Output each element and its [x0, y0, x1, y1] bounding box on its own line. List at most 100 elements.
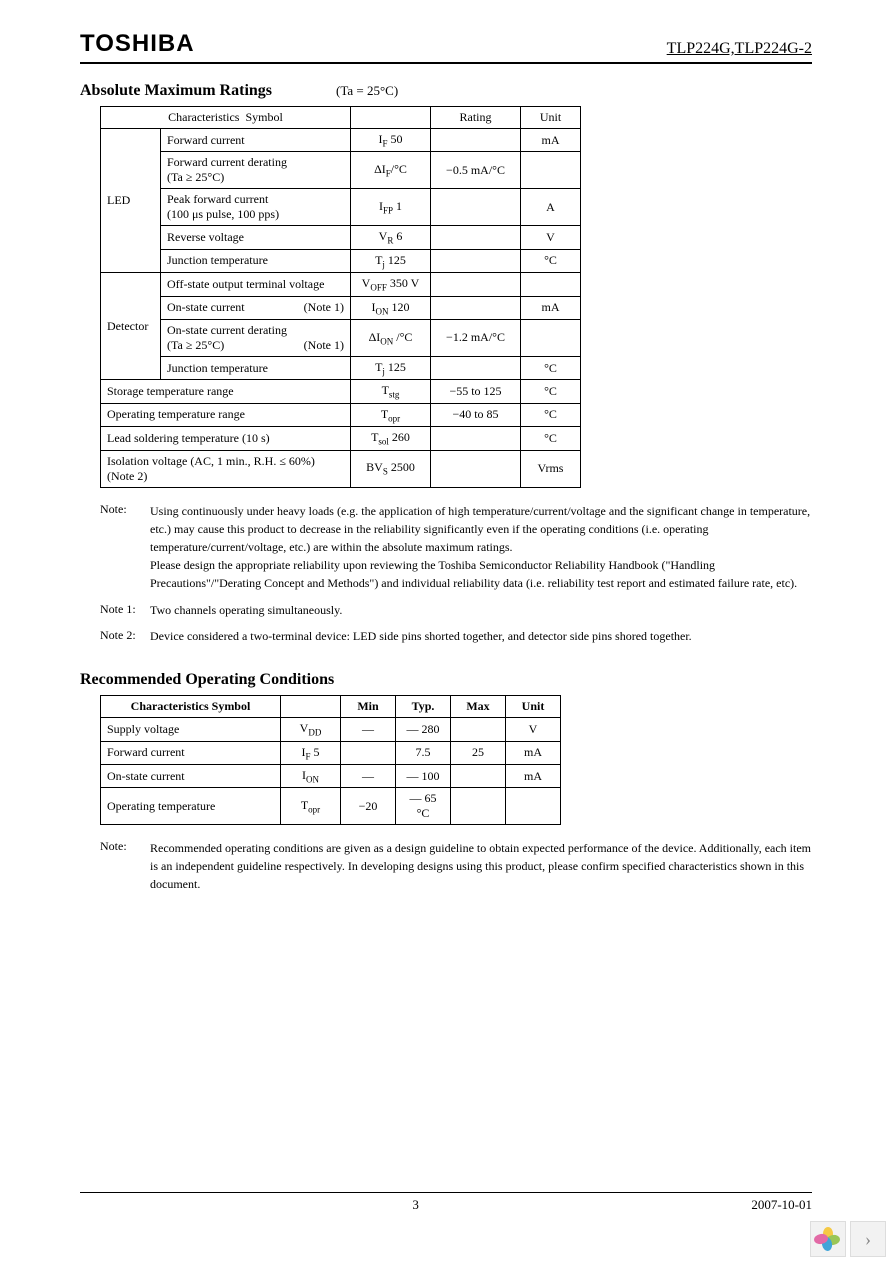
- typ: 7.5: [396, 741, 451, 764]
- part-number: TLP224G,TLP224G-2: [667, 40, 812, 58]
- chevron-right-icon: ›: [865, 1229, 871, 1250]
- sym: ΔIF/°C: [351, 152, 431, 189]
- sym: IF 5: [281, 741, 341, 764]
- note-1-body: Two channels operating simultaneously.: [150, 602, 812, 619]
- roc-head-max: Max: [451, 696, 506, 718]
- rating: −0.5 mA/°C: [431, 152, 521, 189]
- char: Lead soldering temperature (10 s): [101, 427, 351, 450]
- row-det-dion: On-state current derating (Ta ≥ 25°C) (N…: [101, 319, 581, 356]
- typ: ― 100: [396, 764, 451, 787]
- unit: mA: [506, 764, 561, 787]
- typ: ― 65 °C: [396, 788, 451, 825]
- rating: −1.2 mA/°C: [431, 319, 521, 356]
- rating: [431, 273, 521, 296]
- amr-head-symcol: [351, 107, 431, 129]
- min: ―: [341, 718, 396, 741]
- sym: IFP 1: [351, 189, 431, 226]
- sym: IF 50: [351, 129, 431, 152]
- char: Junction temperature: [161, 249, 351, 272]
- amr-title-text: Absolute Maximum Ratings: [80, 82, 272, 99]
- sym: Tj 125: [351, 249, 431, 272]
- rating: [431, 427, 521, 450]
- unit: °C: [521, 249, 581, 272]
- amr-head-row: Characteristics Symbol Rating Unit: [101, 107, 581, 129]
- rating: [431, 226, 521, 249]
- char: On-state current derating (Ta ≥ 25°C) (N…: [161, 319, 351, 356]
- row-bvs: Isolation voltage (AC, 1 min., R.H. ≤ 60…: [101, 450, 581, 487]
- row-led-ifp: Peak forward current (100 μs pulse, 100 …: [101, 189, 581, 226]
- roc-head-min: Min: [341, 696, 396, 718]
- char: Operating temperature range: [101, 403, 351, 426]
- corner-logo-icon[interactable]: [810, 1221, 846, 1257]
- char: Forward current: [101, 741, 281, 764]
- row-led-vr: Reverse voltage VR 6 V: [101, 226, 581, 249]
- sym: BVS 2500: [351, 450, 431, 487]
- note-2-body: Device considered a two-terminal device:…: [150, 628, 812, 645]
- unit: °C: [521, 356, 581, 379]
- roc-head-symcol: [281, 696, 341, 718]
- rating: [431, 129, 521, 152]
- roc-note-label: Note:: [100, 839, 150, 893]
- header: TOSHIBA TLP224G,TLP224G-2: [80, 30, 812, 64]
- note-2-label: Note 2:: [100, 628, 150, 645]
- min: [341, 741, 396, 764]
- unit: [521, 273, 581, 296]
- note-main-label: Note:: [100, 502, 150, 592]
- amr-head-char: Characteristics Symbol: [101, 107, 351, 129]
- rating: [431, 189, 521, 226]
- unit: V: [521, 226, 581, 249]
- char: Off-state output terminal voltage: [161, 273, 351, 296]
- corner-next-icon[interactable]: ›: [850, 1221, 886, 1257]
- roc-note-body: Recommended operating conditions are giv…: [150, 839, 812, 893]
- page: TOSHIBA TLP224G,TLP224G-2 Absolute Maxim…: [0, 0, 892, 1263]
- rating: [431, 296, 521, 319]
- corner-widget: ›: [810, 1221, 886, 1257]
- char: On-state current: [101, 764, 281, 787]
- roc-row-topr: Operating temperature Topr −20 ― 65 °C: [101, 788, 561, 825]
- min: ―: [341, 764, 396, 787]
- roc-table: Characteristics Symbol Min Typ. Max Unit…: [100, 695, 561, 825]
- sym: Tj 125: [351, 356, 431, 379]
- max: [451, 788, 506, 825]
- rating: −55 to 125: [431, 380, 521, 403]
- typ: ― 280: [396, 718, 451, 741]
- footer-page: 3: [412, 1197, 419, 1213]
- char: Junction temperature: [161, 356, 351, 379]
- amr-head-unit: Unit: [521, 107, 581, 129]
- unit: °C: [521, 380, 581, 403]
- row-det-tj: Junction temperature Tj 125 °C: [101, 356, 581, 379]
- row-topr: Operating temperature range Topr −40 to …: [101, 403, 581, 426]
- sym: Tsol 260: [351, 427, 431, 450]
- char: Isolation voltage (AC, 1 min., R.H. ≤ 60…: [101, 450, 351, 487]
- note-main-body: Using continuously under heavy loads (e.…: [150, 502, 812, 592]
- char: Forward current: [161, 129, 351, 152]
- sym: VOFF 350 V: [351, 273, 431, 296]
- note-1: Note 1: Two channels operating simultane…: [100, 602, 812, 619]
- roc-row-ion: On-state current ION ― ― 100 mA: [101, 764, 561, 787]
- row-led-if: LED Forward current IF 50 mA: [101, 129, 581, 152]
- group-detector: Detector: [101, 273, 161, 380]
- amr-table: Characteristics Symbol Rating Unit LED F…: [100, 106, 581, 488]
- amr-title: Absolute Maximum Ratings (Ta = 25°C): [80, 82, 812, 100]
- char: Operating temperature: [101, 788, 281, 825]
- char: Forward current derating (Ta ≥ 25°C): [161, 152, 351, 189]
- max: [451, 718, 506, 741]
- row-tsol: Lead soldering temperature (10 s) Tsol 2…: [101, 427, 581, 450]
- amr-head-sym-text: Symbol: [245, 110, 282, 124]
- unit: V: [506, 718, 561, 741]
- rating: −40 to 85: [431, 403, 521, 426]
- footer: 3 2007-10-01: [80, 1192, 812, 1213]
- unit: [521, 319, 581, 356]
- row-led-tj: Junction temperature Tj 125 °C: [101, 249, 581, 272]
- unit: mA: [521, 296, 581, 319]
- char: On-state current (Note 1): [161, 296, 351, 319]
- amr-condition: (Ta = 25°C): [336, 83, 398, 98]
- rating: [431, 356, 521, 379]
- roc-head-typ: Typ.: [396, 696, 451, 718]
- row-led-dif: Forward current derating (Ta ≥ 25°C) ΔIF…: [101, 152, 581, 189]
- unit: Vrms: [521, 450, 581, 487]
- char: Reverse voltage: [161, 226, 351, 249]
- unit: [506, 788, 561, 825]
- amr-head-char-text: Characteristics: [168, 110, 239, 124]
- rating: [431, 450, 521, 487]
